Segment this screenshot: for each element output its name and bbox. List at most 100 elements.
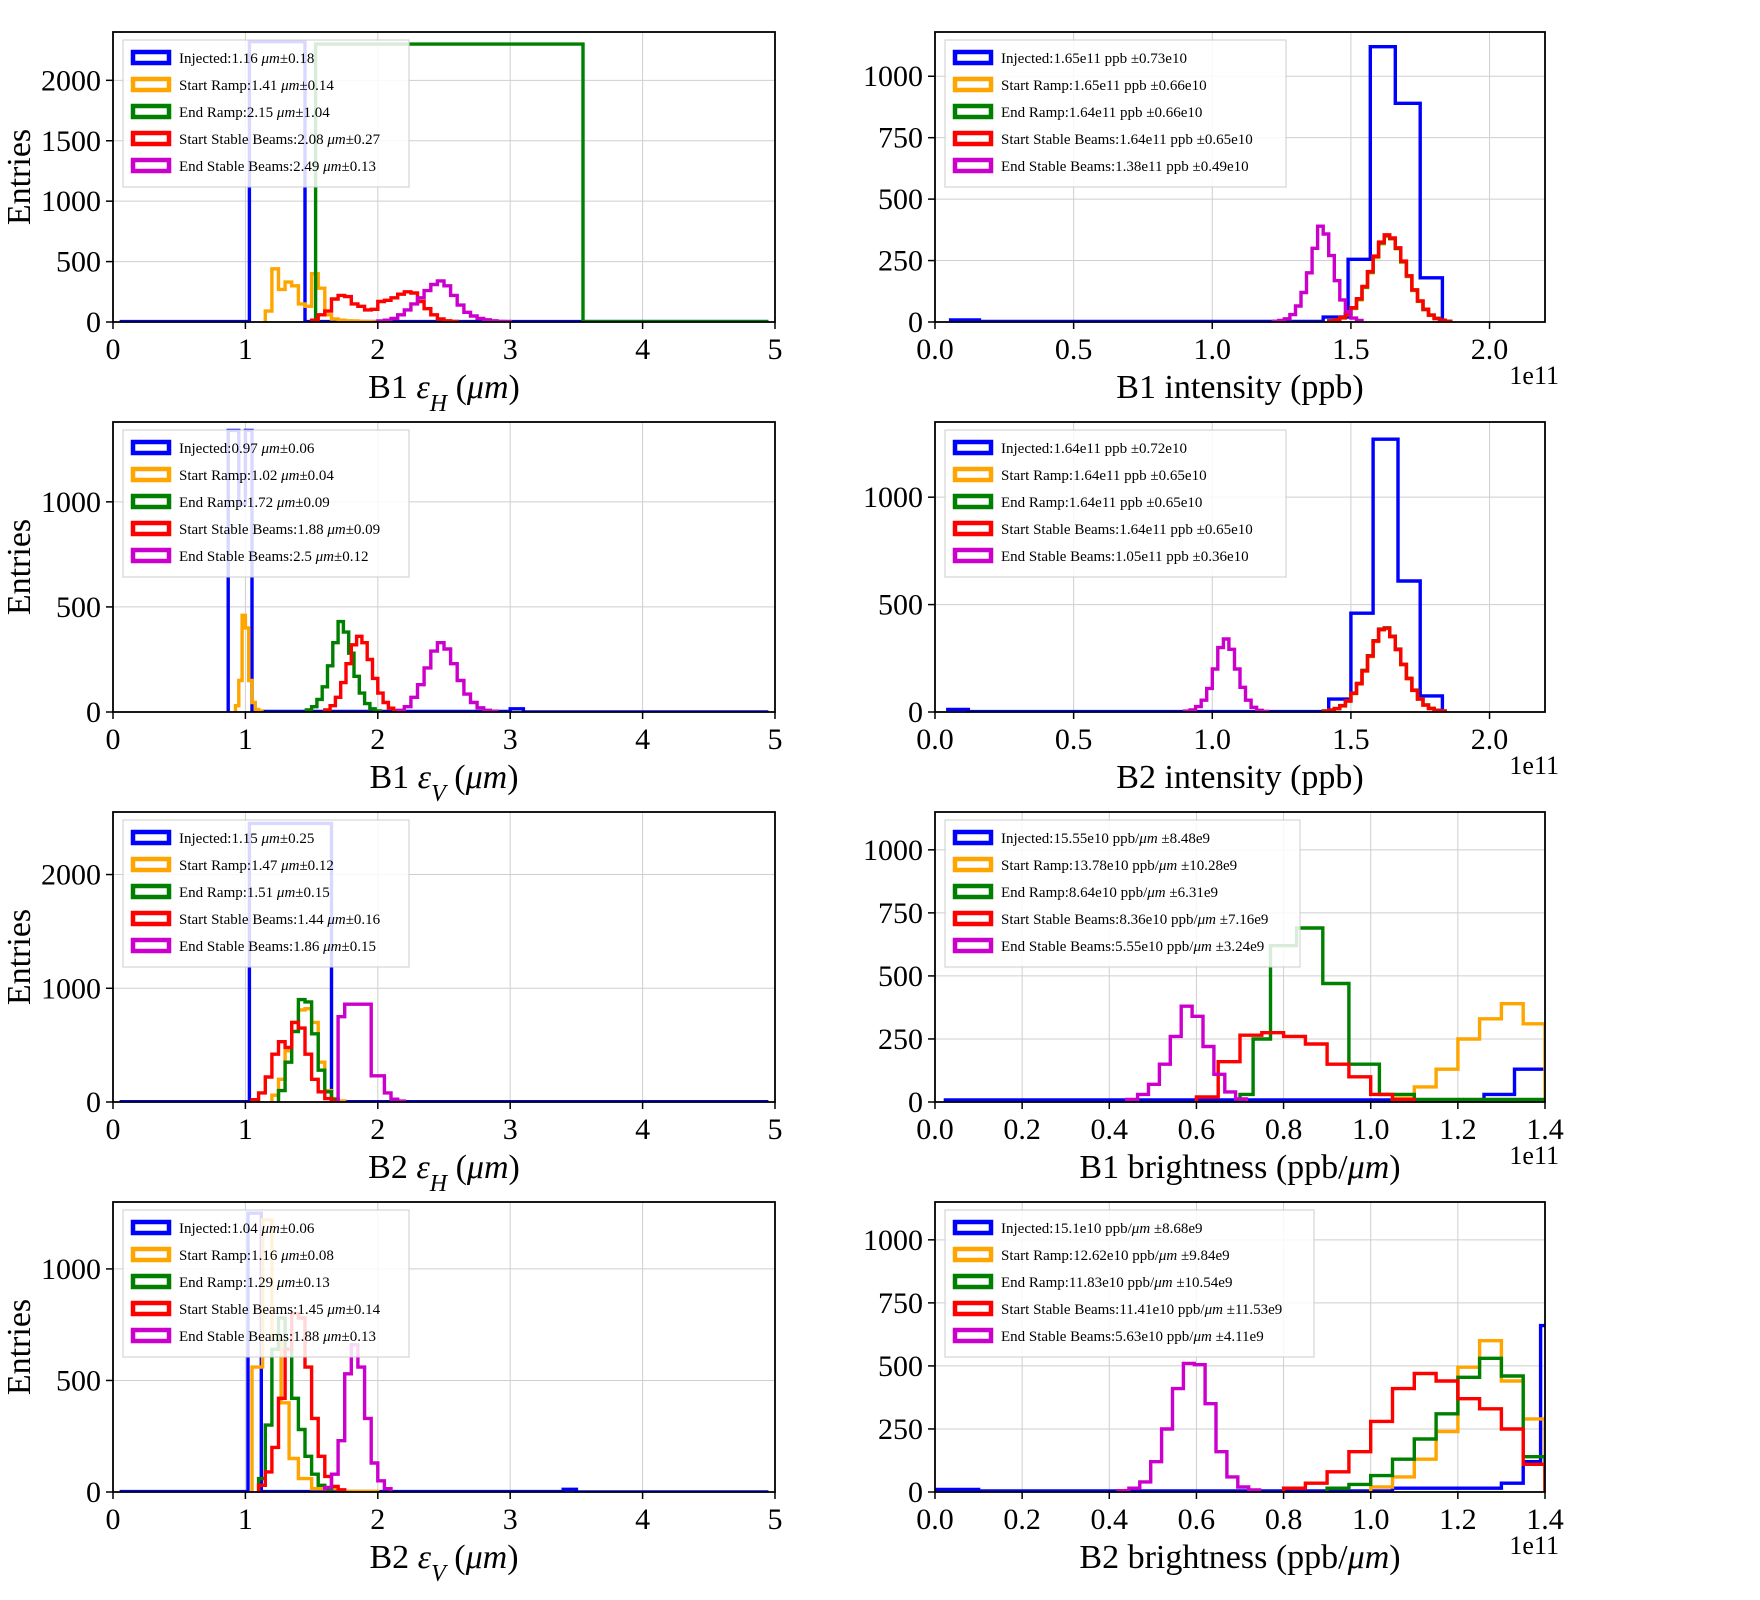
legend-label: Injected:1.65e11 ppb ±0.73e10 [1001,51,1187,67]
x-tick-label: 2 [370,1503,385,1536]
legend-swatch-orange [130,1246,172,1263]
tick-labels: 0.0 0.2 0.4 0.6 0.8 1.0 1.2 1.4 0 250 500 750 1000 [863,834,1564,1146]
legend-label: End Stable Beams:1.38e11 ppb ±0.49e10 [1001,159,1249,175]
chart-b2-emittance-h: 0 1 2 3 4 5 0 1000 2000 B2 εH (μm) Entries Injected… [1,811,783,1197]
legend-frame [944,1209,1315,1358]
x-tick-label: 0.0 [916,333,954,366]
y-tick-label: 1000 [863,834,923,867]
x-tick-label: 0 [106,1503,121,1536]
legend-swatch-blue [130,49,172,66]
series-end-stable-beams [376,279,512,322]
legend: Injected:1.15 μm±0.25 Start Ramp:1.47 μm±… [122,819,410,968]
series-start-stable-beams [1327,233,1453,322]
x-axis-label: B2 intensity (ppb) [1116,759,1363,796]
legend-swatch-green [130,493,172,510]
series-end-ramp [276,997,340,1102]
legend-label: Start Ramp:1.02 μm±0.04 [179,468,334,484]
tick-labels: 0.0 0.2 0.4 0.6 0.8 1.0 1.2 1.4 0 250 500 750 1000 [863,1224,1564,1536]
legend-swatch-orange [952,1246,994,1263]
x-tick-label: 1.2 [1439,1503,1477,1536]
series-end-ramp [304,619,383,712]
legend-label: Injected:0.97 μm±0.06 [179,441,315,457]
x-tick-label: 1.0 [1194,723,1232,756]
y-axis-label: Entries [1,519,38,615]
y-tick-label: 500 [56,591,101,624]
legend-swatch-blue [130,829,172,846]
x-axis-label: B2 brightness (ppb/μm) [1079,1539,1400,1576]
legend-label: Injected:1.64e11 ppb ±0.72e10 [1001,441,1187,457]
legend-swatch-orange [130,466,172,483]
legend-label: Start Stable Beams:1.64e11 ppb ±0.65e10 [1001,132,1253,148]
legend-label: End Ramp:1.64e11 ppb ±0.66e10 [1001,105,1202,121]
legend-swatch-red [130,1300,172,1317]
legend: Injected:1.64e11 ppb ±0.72e10 Start Ramp:… [944,429,1287,578]
x-tick-label: 0.2 [1003,1113,1041,1146]
x-tick-label: 1 [238,723,253,756]
y-tick-label: 1500 [41,125,101,158]
x-tick-label: 1.2 [1439,1113,1477,1146]
legend-label: Start Ramp:1.47 μm±0.12 [179,858,334,874]
x-tick-label: 4 [635,1113,650,1146]
legend-swatch-green [130,1273,172,1290]
series-start-stable-beams [309,290,459,322]
legend-frame [944,39,1287,188]
axes-frame [934,1201,1546,1493]
legend-label: End Ramp:1.72 μm±0.09 [179,495,330,511]
axis-offset-label: 1e11 [1509,751,1559,780]
series-start-ramp [233,613,264,712]
legend: Injected:15.1e10 ppb/μm ±8.68e9 Start Ram… [944,1209,1315,1358]
axis-offset-label: 1e11 [1509,1531,1559,1560]
series-end-stable-beams [1182,637,1270,712]
y-tick-label: 1000 [41,1253,101,1286]
x-tick-label: 2 [370,723,385,756]
x-tick-label: 0 [106,333,121,366]
legend-swatch-red [130,910,172,927]
tick-labels: 0 1 2 3 4 5 0 1000 2000 [41,859,783,1146]
x-tick-label: 0.5 [1055,723,1093,756]
x-tick-label: 3 [503,333,518,366]
series-end-stable-beams [1116,1361,1262,1492]
series-end-ramp [256,1316,334,1492]
legend-swatch-orange [952,856,994,873]
y-tick-label: 1000 [41,185,101,218]
series-end-stable-beams [1271,224,1364,322]
y-tick-label: 1000 [863,60,923,93]
legend-swatch-orange [952,466,994,483]
legend-swatch-blue [130,1219,172,1236]
y-tick-label: 2000 [41,64,101,97]
legend-label: End Ramp:1.29 μm±0.13 [179,1275,330,1291]
x-tick-label: 1.5 [1332,723,1370,756]
x-tick-label: 3 [503,723,518,756]
axis-offset-label: 1e11 [1509,361,1559,390]
legend-label: Start Ramp:1.65e11 ppb ±0.66e10 [1001,78,1207,94]
tick-labels: 0 1 2 3 4 5 0 500 1000 1500 2000 [41,64,783,366]
legend-label: End Stable Beams:5.63e10 ppb/μm ±4.11e9 [1001,1329,1264,1345]
legend-swatch-green [952,103,994,120]
series-start-ramp [1390,1001,1545,1102]
legend-label: Start Stable Beams:11.41e10 ppb/μm ±11.5… [1001,1302,1282,1318]
x-tick-label: 0.8 [1265,1113,1303,1146]
y-tick-label: 1000 [863,1224,923,1257]
x-tick-label: 0.5 [1055,333,1093,366]
x-tick-label: 1.5 [1332,333,1370,366]
legend-swatch-magenta [952,547,994,564]
x-tick-label: 1.0 [1194,333,1232,366]
chart-b2-brightness: 0.0 0.2 0.4 0.6 0.8 1.0 1.2 1.4 0 250 500 750 1000 B2… [863,1201,1564,1576]
series-end-stable-beams [1124,1004,1249,1102]
x-tick-label: 1.0 [1352,1503,1390,1536]
legend-frame [944,429,1287,578]
legend-label: Start Stable Beams:1.88 μm±0.09 [179,522,380,538]
y-tick-label: 0 [86,1476,101,1509]
axes-frame [112,1201,776,1493]
legend-swatch-blue [952,49,994,66]
y-tick-label: 1000 [863,481,923,514]
legend-label: End Stable Beams:1.88 μm±0.13 [179,1329,376,1345]
legend-swatch-red [952,520,994,537]
x-tick-label: 1.0 [1352,1113,1390,1146]
y-tick-label: 500 [878,589,923,622]
legend: Injected:1.04 μm±0.06 Start Ramp:1.16 μm±… [122,1209,410,1358]
y-tick-label: 500 [878,1350,923,1383]
legend-swatch-red [952,130,994,147]
series-end-stable-beams [396,640,499,712]
axes-frame [934,421,1546,713]
